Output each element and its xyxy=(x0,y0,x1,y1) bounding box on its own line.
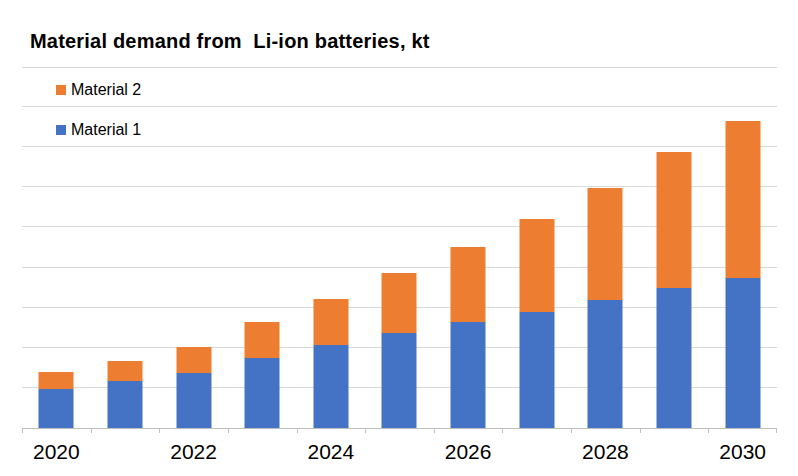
bar-material-1-2028 xyxy=(588,300,623,428)
x-axis-label-2022: 2022 xyxy=(170,440,217,464)
x-axis-tick xyxy=(571,428,572,433)
bar-material-1-2025 xyxy=(382,333,417,428)
chart-title: Material demand from Li-ion batteries, k… xyxy=(30,30,430,53)
bar-material-2-2022 xyxy=(176,347,211,373)
legend-item-material-2: Material 2 xyxy=(56,70,141,110)
bar-material-2-2020 xyxy=(39,372,74,389)
bar-group-2028 xyxy=(571,67,640,428)
bar-group-2022 xyxy=(159,67,228,428)
x-axis-tick xyxy=(502,428,503,433)
bar-material-1-2030 xyxy=(725,278,760,428)
bar-material-2-2026 xyxy=(451,247,486,322)
legend-label-material-2: Material 2 xyxy=(71,82,141,99)
bar-material-1-2029 xyxy=(657,288,692,428)
bar-group-2030 xyxy=(708,67,777,428)
bar-material-1-2021 xyxy=(107,381,142,428)
x-axis-tick xyxy=(640,428,641,433)
bar-material-2-2027 xyxy=(519,219,554,313)
bar-material-2-2028 xyxy=(588,188,623,300)
x-axis-label-2020: 2020 xyxy=(33,440,80,464)
bar-material-1-2020 xyxy=(39,389,74,428)
bar-material-1-2023 xyxy=(245,358,280,428)
x-axis-label-2026: 2026 xyxy=(445,440,492,464)
x-axis-tick xyxy=(434,428,435,433)
bar-group-2024 xyxy=(297,67,366,428)
legend-label-material-1: Material 1 xyxy=(71,122,141,139)
chart-container: Material demand from Li-ion batteries, k… xyxy=(0,0,798,476)
x-axis-tick xyxy=(228,428,229,433)
legend-item-material-1: Material 1 xyxy=(56,110,141,150)
bar-material-2-2025 xyxy=(382,273,417,333)
bar-material-1-2024 xyxy=(313,345,348,428)
bar-group-2026 xyxy=(434,67,503,428)
legend-swatch-material-1-icon xyxy=(56,125,66,135)
bar-group-2025 xyxy=(365,67,434,428)
x-axis-tick xyxy=(297,428,298,433)
x-axis-tick xyxy=(91,428,92,433)
x-axis-label-2024: 2024 xyxy=(308,440,355,464)
x-axis-label-2030: 2030 xyxy=(719,440,766,464)
x-axis-tick xyxy=(708,428,709,433)
bar-material-2-2021 xyxy=(107,361,142,381)
bar-material-1-2026 xyxy=(451,322,486,428)
bar-material-2-2030 xyxy=(725,121,760,278)
x-axis-tick xyxy=(22,428,23,433)
legend: Material 2 Material 1 xyxy=(56,70,141,150)
x-axis-tick xyxy=(776,428,777,433)
bar-group-2023 xyxy=(228,67,297,428)
bar-material-2-2023 xyxy=(245,322,280,358)
x-axis-tick xyxy=(365,428,366,433)
bar-material-1-2027 xyxy=(519,312,554,428)
legend-swatch-material-2-icon xyxy=(56,85,66,95)
bar-material-2-2029 xyxy=(657,152,692,288)
bar-material-1-2022 xyxy=(176,373,211,428)
x-axis-tick xyxy=(159,428,160,433)
bar-group-2027 xyxy=(502,67,571,428)
x-axis-label-2028: 2028 xyxy=(582,440,629,464)
bar-material-2-2024 xyxy=(313,299,348,345)
bar-group-2029 xyxy=(640,67,709,428)
